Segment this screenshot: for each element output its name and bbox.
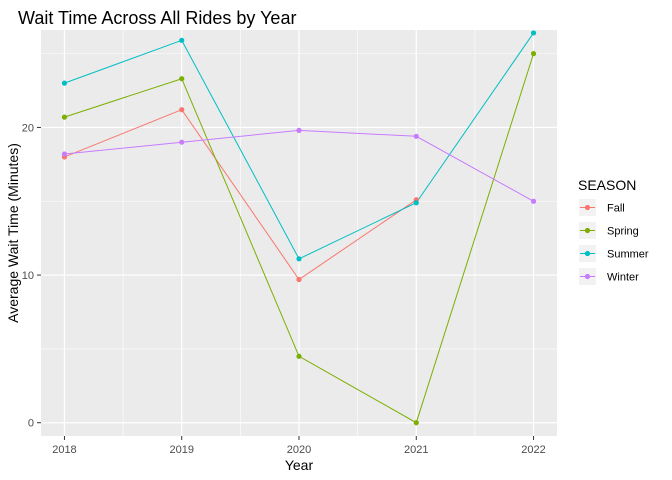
data-point-winter — [413, 133, 419, 139]
y-tick-label: 0 — [28, 418, 34, 430]
legend-label-winter: Winter — [607, 272, 639, 284]
major-gridlines — [41, 30, 557, 436]
data-point-winter — [296, 127, 302, 133]
chart-title: Wait Time Across All Rides by Year — [18, 8, 296, 28]
series-points — [61, 30, 537, 426]
data-point-spring — [413, 420, 419, 426]
data-point-spring — [61, 114, 68, 120]
data-point-summer — [179, 37, 185, 43]
x-tick-label: 2020 — [287, 444, 311, 456]
x-tick-label: 2018 — [52, 444, 76, 456]
legend-label-spring: Spring — [607, 226, 639, 238]
data-point-spring — [296, 353, 302, 359]
x-tick-label: 2021 — [404, 444, 428, 456]
legend-key-point-fall — [584, 204, 591, 211]
legend-label-fall: Fall — [607, 203, 625, 215]
y-tick-label: 10 — [22, 270, 34, 282]
x-axis: 2018 2019 2020 2021 2022 — [52, 436, 546, 456]
series-line-fall — [64, 109, 417, 281]
data-point-summer — [413, 200, 419, 206]
legend-label-summer: Summer — [607, 249, 649, 261]
legend-key-point-winter — [584, 273, 591, 280]
y-tick-label: 20 — [22, 122, 34, 134]
x-tick-label: 2022 — [521, 444, 545, 456]
data-point-spring — [530, 51, 537, 57]
legend: SEASON Fall Spring Summer Winter — [578, 177, 649, 285]
legend-title: SEASON — [578, 177, 636, 193]
x-axis-title: Year — [285, 457, 314, 473]
data-point-fall — [296, 276, 302, 283]
legend-key-point-spring — [584, 227, 591, 234]
y-axis-title: Average Wait Time (Minutes) — [5, 143, 21, 323]
y-axis: 0 10 20 — [22, 122, 41, 430]
data-point-spring — [179, 76, 185, 82]
data-point-summer — [530, 30, 537, 36]
data-point-winter — [61, 151, 68, 157]
data-point-winter — [530, 198, 537, 204]
data-point-summer — [296, 256, 302, 262]
data-point-summer — [61, 80, 68, 86]
x-tick-label: 2019 — [169, 444, 193, 456]
data-point-winter — [179, 139, 185, 145]
data-point-fall — [179, 107, 185, 113]
legend-key-point-summer — [584, 250, 591, 257]
